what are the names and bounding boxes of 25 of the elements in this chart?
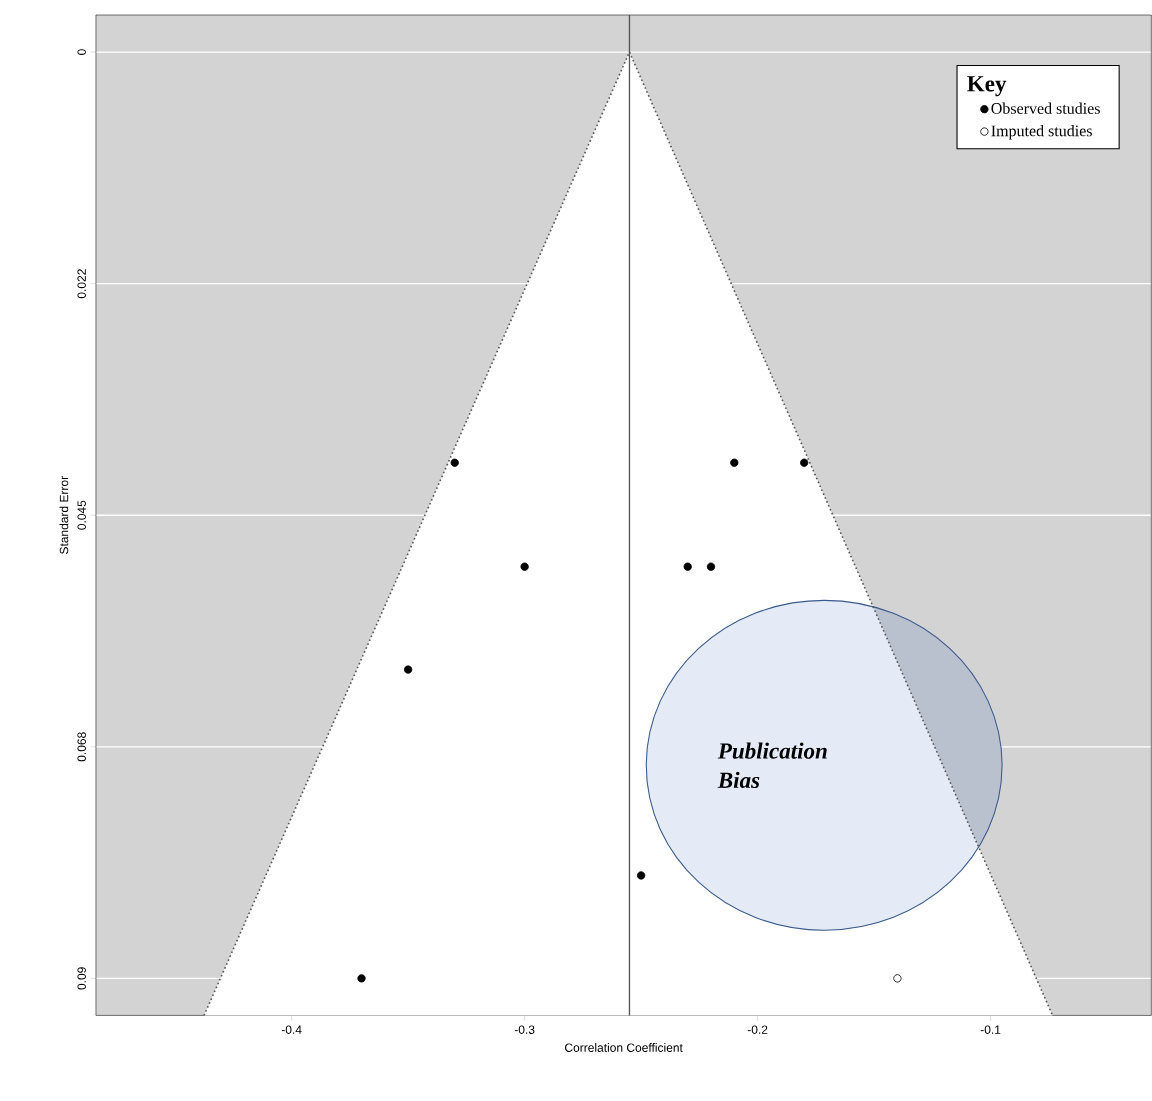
y-tick-label: 0 <box>77 49 86 55</box>
legend-label: Imputed studies <box>991 124 1092 140</box>
y-tick-label: 0.068 <box>77 732 86 762</box>
point <box>450 458 459 467</box>
point <box>893 974 902 983</box>
annotation: Publication Bias <box>717 742 827 788</box>
x-tick-label: -0.1 <box>980 1025 1001 1034</box>
x-axis-title: Correlation Coefficient <box>565 1042 683 1052</box>
point <box>520 562 529 571</box>
point <box>636 871 646 880</box>
legend-title: Key <box>967 76 1007 97</box>
legend-label: Observed studies <box>991 102 1100 114</box>
point <box>357 974 366 983</box>
point <box>706 562 716 571</box>
point <box>800 458 809 467</box>
x-tick-label: -0.2 <box>747 1025 768 1034</box>
y-tick-label: 0.022 <box>77 269 86 299</box>
y-axis-title: Standard Error <box>59 475 69 554</box>
y-tick-label: 0.09 <box>77 967 86 990</box>
point <box>404 665 413 674</box>
point <box>683 562 692 571</box>
point <box>730 458 739 467</box>
x-tick-label: -0.3 <box>514 1025 535 1034</box>
y-tick-label: 0.045 <box>77 500 86 530</box>
x-tick-label: -0.4 <box>281 1025 302 1034</box>
